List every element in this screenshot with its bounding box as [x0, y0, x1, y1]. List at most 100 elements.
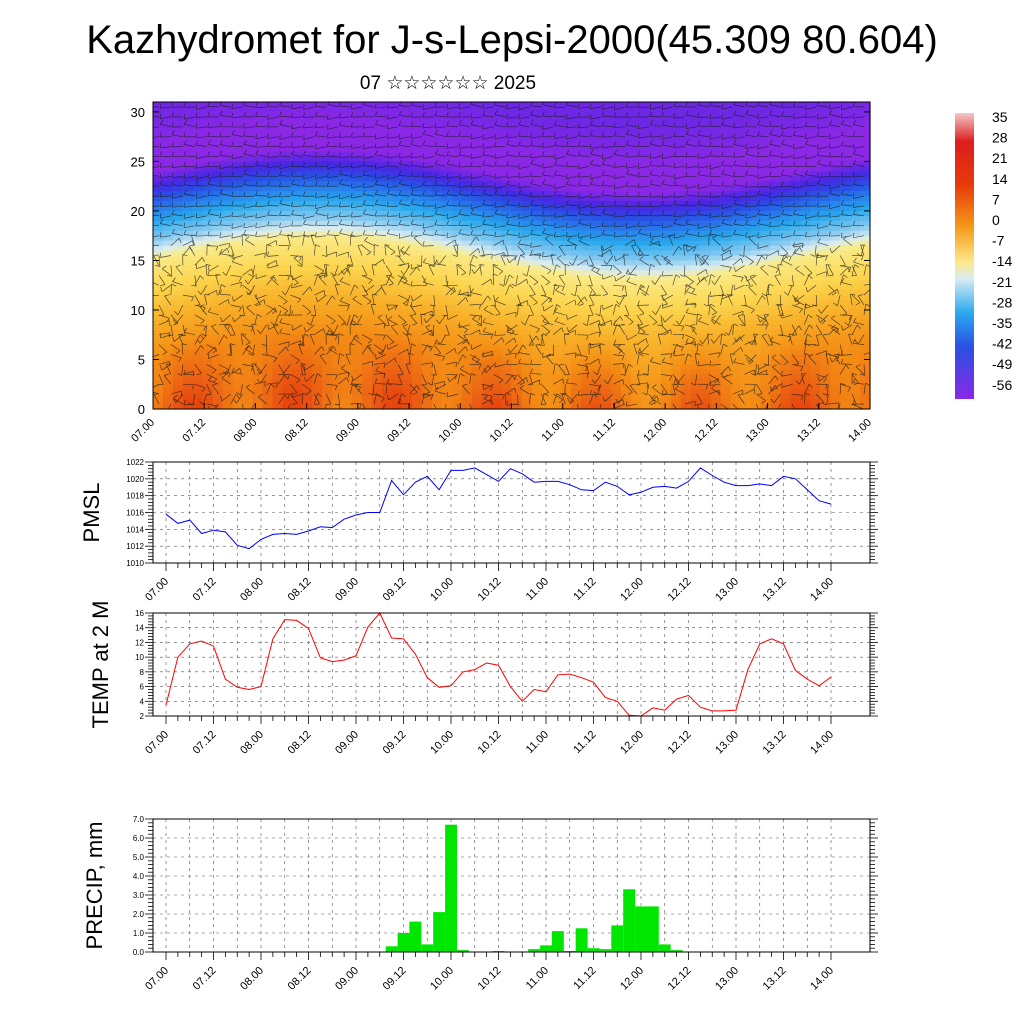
- heatmap-cell: [581, 404, 592, 410]
- heatmap-cell: [372, 205, 383, 212]
- heatmap-cell: [302, 250, 313, 257]
- heatmap-cell: [401, 126, 413, 133]
- heatmap-cell: [392, 102, 403, 108]
- heatmap-cell: [411, 106, 423, 113]
- heatmap-cell: [800, 191, 811, 197]
- heatmap-cell: [740, 319, 752, 326]
- heatmap-cell: [770, 374, 781, 380]
- heatmap-cell: [252, 359, 264, 366]
- heatmap-cell: [830, 354, 841, 361]
- heatmap-cell: [650, 220, 662, 227]
- heatmap-cell: [342, 116, 353, 123]
- heatmap-cell: [700, 210, 712, 217]
- heatmap-cell: [601, 230, 612, 237]
- heatmap-cell: [700, 166, 712, 172]
- heatmap-cell: [511, 260, 523, 266]
- heatmap-cell: [561, 116, 572, 123]
- heatmap-cell: [232, 171, 244, 177]
- heatmap-cell: [591, 116, 602, 123]
- heatmap-cell: [660, 309, 672, 316]
- heatmap-cell: [332, 404, 343, 410]
- heatmap-cell: [670, 230, 682, 237]
- heatmap-cell: [372, 116, 383, 123]
- heatmap-cell: [332, 295, 343, 301]
- heatmap-cell: [222, 215, 234, 222]
- heatmap-cell: [471, 102, 483, 108]
- heatmap-cell: [611, 102, 622, 108]
- heatmap-cell: [471, 280, 483, 286]
- heatmap-cell: [212, 374, 224, 380]
- heatmap-cell: [501, 344, 513, 351]
- heatmap-cell: [332, 230, 343, 237]
- heatmap-cell: [172, 354, 184, 361]
- heatmap-cell: [252, 280, 264, 286]
- heatmap-cell: [720, 275, 732, 281]
- heatmap-cell: [830, 186, 841, 192]
- heatmap-cell: [212, 295, 224, 301]
- heatmap-cell: [860, 136, 871, 143]
- heatmap-cell: [730, 344, 742, 351]
- heatmap-cell: [571, 339, 582, 346]
- heatmap-cell: [312, 171, 323, 177]
- heatmap-cell: [461, 220, 473, 227]
- heatmap-cell: [192, 156, 204, 163]
- heatmap-cell: [262, 196, 274, 202]
- heatmap-cell: [810, 314, 821, 321]
- heatmap-cell: [850, 384, 861, 390]
- heatmap-cell: [840, 309, 851, 316]
- heatmap-cell: [561, 309, 572, 316]
- heatmap-cell: [382, 334, 393, 341]
- heatmap-cell: [242, 186, 254, 192]
- heatmap-cell: [352, 106, 363, 113]
- heatmap-cell: [392, 235, 403, 242]
- heatmap-cell: [232, 205, 244, 212]
- heatmap-cell: [631, 136, 642, 143]
- heatmap-cell: [451, 280, 463, 286]
- heatmap-cell: [302, 136, 313, 143]
- heatmap-cell: [640, 102, 652, 108]
- heatmap-cell: [850, 201, 861, 207]
- heatmap-cell: [551, 364, 562, 370]
- heatmap-cell: [601, 364, 612, 370]
- heatmap-cell: [770, 300, 781, 306]
- heatmap-cell: [252, 106, 264, 113]
- heatmap-cell: [770, 126, 781, 133]
- heatmap-cell: [501, 300, 513, 306]
- heatmap-cell: [192, 235, 204, 242]
- heatmap-cell: [511, 309, 523, 316]
- heatmap-cell: [312, 364, 323, 370]
- heatmap-cell: [202, 329, 214, 336]
- heatmap-cell: [660, 171, 672, 177]
- heatmap-cell: [640, 374, 652, 380]
- heatmap-cell: [461, 225, 473, 232]
- heatmap-cell: [541, 166, 552, 172]
- heatmap-cell: [322, 404, 333, 410]
- heatmap-cell: [192, 176, 204, 182]
- heatmap-cell: [162, 275, 174, 281]
- heatmap-cell: [312, 275, 323, 281]
- heatmap-cell: [411, 285, 423, 291]
- heatmap-cell: [720, 210, 732, 217]
- heatmap-cell: [810, 379, 821, 385]
- heatmap-cell: [292, 394, 303, 400]
- heatmap-cell: [461, 309, 473, 316]
- heatmap-cell: [621, 136, 632, 143]
- heatmap-cell: [382, 354, 393, 361]
- heatmap-cell: [640, 339, 652, 346]
- x-tick-label: 13.00: [744, 417, 772, 445]
- heatmap-cell: [262, 349, 274, 356]
- x-tick-label: 11.00: [524, 576, 551, 603]
- heatmap-cell: [710, 354, 722, 361]
- heatmap-cell: [820, 220, 831, 227]
- heatmap-cell: [202, 116, 214, 123]
- heatmap-cell: [322, 136, 333, 143]
- heatmap-cell: [511, 359, 523, 366]
- heatmap-cell: [451, 151, 463, 158]
- heatmap-cell: [800, 334, 811, 341]
- heatmap-cell: [242, 215, 254, 222]
- heatmap-cell: [312, 255, 323, 262]
- heatmap-cell: [790, 210, 801, 217]
- heatmap-cell: [401, 166, 413, 172]
- heatmap-cell: [182, 116, 194, 123]
- heatmap-cell: [431, 176, 443, 182]
